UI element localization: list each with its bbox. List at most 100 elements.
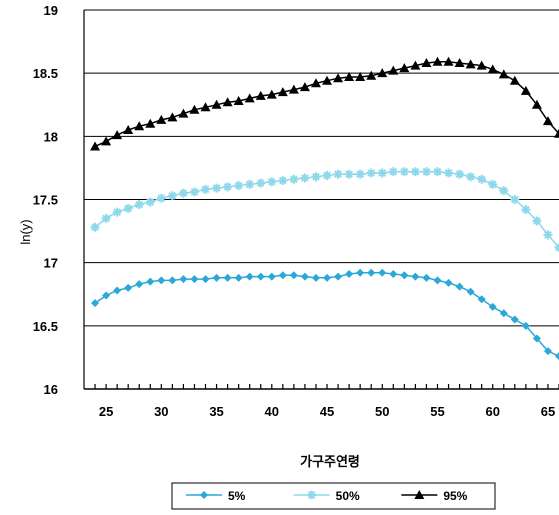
data-point: [279, 271, 287, 279]
data-point: [290, 271, 298, 279]
y-tick-label: 16.5: [33, 319, 58, 334]
data-point: [311, 172, 320, 181]
data-point: [389, 270, 397, 278]
data-point: [543, 230, 552, 239]
y-tick-label: 18: [44, 129, 58, 144]
data-point: [112, 130, 122, 139]
x-tick-label: 45: [320, 404, 334, 419]
data-point: [499, 69, 509, 78]
data-point: [146, 278, 154, 286]
x-axis-label: 가구주연령: [300, 454, 360, 469]
series-line: [95, 273, 559, 356]
data-point: [334, 273, 342, 281]
data-point: [91, 223, 100, 232]
x-tick-label: 60: [485, 404, 499, 419]
data-point: [422, 274, 430, 282]
data-point: [510, 76, 520, 85]
data-point: [488, 180, 497, 189]
data-point: [499, 186, 508, 195]
y-tick-label: 18.5: [33, 66, 58, 81]
data-point: [389, 167, 398, 176]
data-point: [90, 141, 100, 150]
data-point: [555, 243, 559, 252]
data-point: [312, 274, 320, 282]
y-tick-label: 17.5: [33, 193, 58, 208]
data-point: [500, 309, 508, 317]
data-point: [257, 273, 265, 281]
x-tick-label: 25: [99, 404, 113, 419]
data-point: [422, 167, 431, 176]
data-point: [356, 269, 364, 277]
x-tick-label: 55: [430, 404, 444, 419]
data-point: [323, 171, 332, 180]
legend-label: 5%: [228, 489, 246, 503]
data-point: [555, 352, 559, 360]
data-point: [113, 286, 121, 294]
data-point: [378, 269, 386, 277]
series-line: [95, 62, 559, 147]
series-group: [90, 57, 559, 360]
data-point: [378, 168, 387, 177]
data-point: [146, 198, 155, 207]
data-point: [245, 180, 254, 189]
data-point: [246, 273, 254, 281]
data-point: [102, 214, 111, 223]
data-point: [224, 274, 232, 282]
data-point: [267, 177, 276, 186]
data-point: [135, 200, 144, 209]
data-point: [157, 276, 165, 284]
y-tick-label: 19: [44, 3, 58, 18]
series-5pct: [91, 269, 559, 360]
data-point: [334, 170, 343, 179]
data-point: [455, 170, 464, 179]
data-point: [345, 170, 354, 179]
data-point: [124, 284, 132, 292]
y-axis-label: ln(y): [18, 219, 33, 244]
data-point: [212, 184, 221, 193]
data-point: [323, 274, 331, 282]
data-point: [223, 182, 232, 191]
data-point: [300, 174, 309, 183]
x-tick-label: 40: [265, 404, 279, 419]
data-point: [168, 276, 176, 284]
data-point: [543, 116, 553, 125]
data-point: [179, 189, 188, 198]
data-point: [345, 270, 353, 278]
data-point: [356, 170, 365, 179]
legend-label: 95%: [443, 489, 467, 503]
x-tick-label: 65: [541, 404, 555, 419]
data-point: [113, 208, 122, 217]
y-tick-label: 17: [44, 256, 58, 271]
data-point: [268, 273, 276, 281]
data-point: [234, 181, 243, 190]
data-point: [433, 276, 441, 284]
data-point: [101, 136, 111, 145]
data-point: [400, 167, 409, 176]
data-point: [289, 175, 298, 184]
x-tick-label: 35: [209, 404, 223, 419]
data-point: [201, 185, 210, 194]
legend-label: 50%: [336, 489, 360, 503]
data-point: [256, 179, 265, 188]
data-point: [466, 172, 475, 181]
data-point: [411, 273, 419, 281]
series-50pct: [91, 167, 559, 252]
data-point: [433, 167, 442, 176]
data-point: [278, 176, 287, 185]
data-point: [477, 175, 486, 184]
data-point: [190, 187, 199, 196]
data-point: [202, 275, 210, 283]
data-point: [444, 168, 453, 177]
data-point: [307, 491, 316, 500]
data-point: [168, 191, 177, 200]
data-point: [367, 269, 375, 277]
data-point: [367, 168, 376, 177]
data-point: [179, 275, 187, 283]
y-tick-label: 16: [44, 382, 58, 397]
series-line: [95, 172, 559, 248]
legend: 5% 50% 95%: [172, 483, 495, 509]
data-point: [411, 167, 420, 176]
data-point: [445, 279, 453, 287]
x-tick-label: 50: [375, 404, 389, 419]
